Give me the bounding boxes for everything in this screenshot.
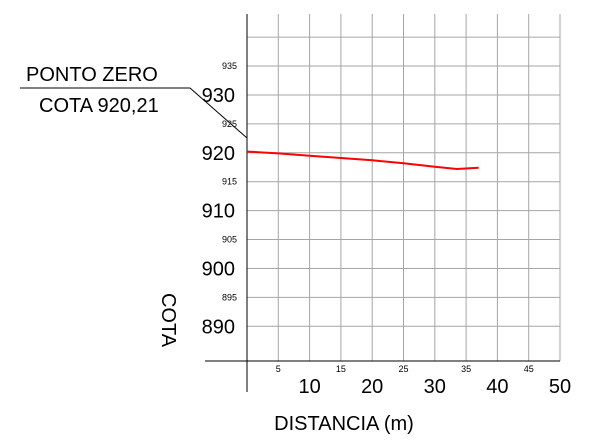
x-minor-tick-label: 5 [276,364,281,374]
series-layer [246,150,479,171]
y-minor-tick-label: 915 [222,177,237,187]
x-minor-tick-label: 45 [524,364,534,374]
y-tick-label: 930 [202,85,235,107]
y-minor-tick-label: 905 [222,235,237,245]
y-tick-label: 890 [202,316,235,338]
x-tick-label: 40 [486,376,508,398]
x-tick-label: 30 [424,376,446,398]
y-tick-label: 910 [202,201,235,223]
x-tick-labels: 10 20 30 40 50 5 15 25 35 45 [276,364,571,398]
y-axis-title: COTA [157,293,179,348]
x-tick-label: 20 [361,376,383,398]
x-tick-label: 10 [298,376,320,398]
annotation-leader-line [189,87,248,139]
x-minor-tick-label: 15 [336,364,346,374]
y-tick-labels: 890 900 910 920 930 895 905 915 925 935 [202,61,237,338]
x-minor-tick-label: 25 [398,364,408,374]
annotation: PONTO ZERO COTA 920,21 [20,64,248,139]
series-line-0 [246,150,479,171]
annotation-line1: PONTO ZERO [26,64,158,86]
x-axis-title: DISTANCIA (m) [274,413,414,435]
x-tick-label: 50 [549,376,571,398]
y-minor-tick-label: 935 [222,61,237,71]
grid [247,14,561,361]
axes [205,14,560,392]
annotation-line2: COTA 920,21 [39,95,159,117]
y-minor-tick-label: 925 [222,119,237,129]
y-minor-tick-label: 895 [222,292,237,302]
y-tick-label: 900 [202,258,235,280]
x-minor-tick-label: 35 [461,364,471,374]
y-tick-label: 920 [202,143,235,165]
